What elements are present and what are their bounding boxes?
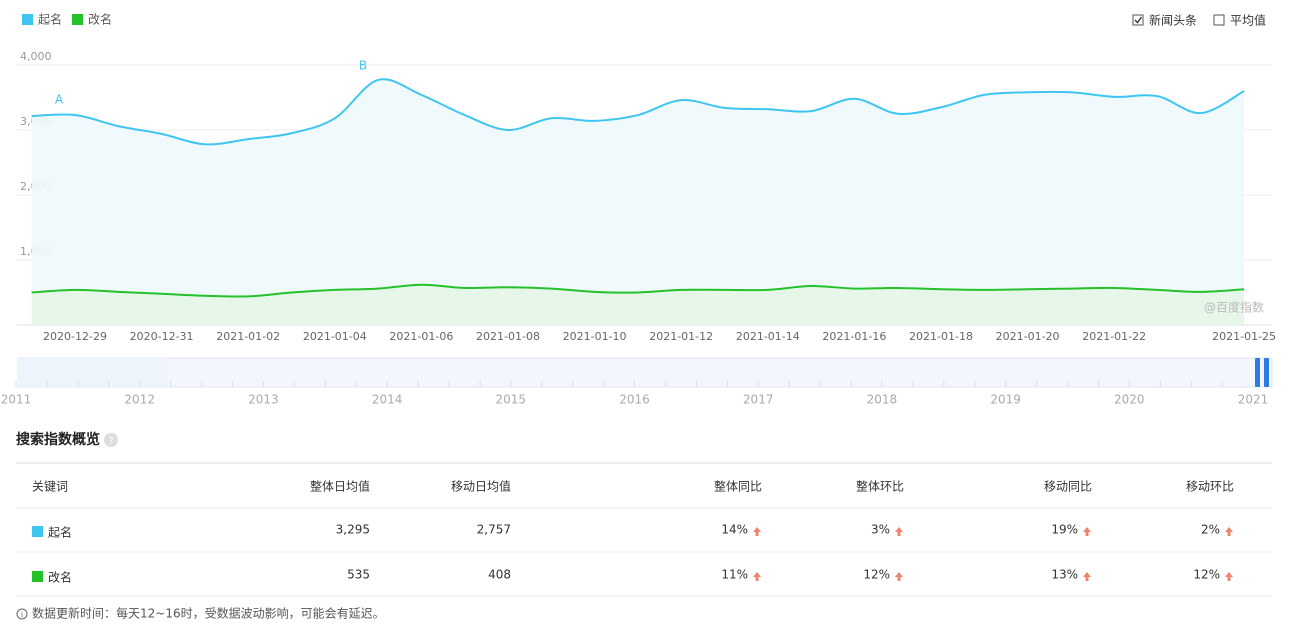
timeline-selected [18, 358, 168, 387]
table-cell: 改名 [48, 570, 72, 585]
table-cell: 11% [721, 568, 748, 582]
legend-label[interactable]: 起名 [38, 12, 62, 27]
info-icon [16, 608, 28, 620]
table-header: 整体环比 [856, 479, 904, 494]
table-cell: 13% [1051, 568, 1078, 582]
table-cell: 12% [863, 568, 890, 582]
checkmark [1134, 16, 1143, 24]
table-cell: 19% [1051, 523, 1078, 537]
series-line [31, 78, 1245, 146]
x-tick-label: 2020-12-31 [130, 330, 194, 343]
x-tick-label: 2021-01-02 [216, 330, 280, 343]
series-line [31, 283, 1245, 298]
table-cell: 3,295 [336, 523, 370, 537]
timeline-year[interactable]: 2020 [1114, 393, 1145, 407]
timeline-handle[interactable] [1264, 358, 1269, 387]
up-arrow [1083, 572, 1091, 581]
section-title: 搜索指数概览 [16, 431, 100, 448]
x-tick-label: 2021-01-25 [1212, 330, 1276, 343]
annotation: A [55, 93, 64, 107]
table-cell: 起名 [48, 525, 72, 540]
timeline-year[interactable]: 2014 [372, 393, 403, 407]
x-tick-label: 2021-01-18 [909, 330, 973, 343]
up-arrow [1225, 572, 1233, 581]
x-tick-label: 2021-01-20 [996, 330, 1060, 343]
x-tick-label: 2021-01-22 [1082, 330, 1146, 343]
table-cell: 3% [871, 523, 890, 537]
option-label[interactable]: 新闻头条 [1149, 13, 1197, 28]
timeline-year[interactable]: 2019 [990, 393, 1021, 407]
watermark: @百度指数 [1204, 300, 1264, 315]
table-cell: 14% [721, 523, 748, 537]
timeline-year[interactable]: 2015 [496, 393, 527, 407]
help-icon-mark: ? [108, 436, 113, 447]
timeline-year[interactable]: 2012 [124, 393, 155, 407]
x-tick-label: 2021-01-14 [736, 330, 800, 343]
table-header: 整体日均值 [310, 479, 370, 494]
table-header: 移动环比 [1186, 480, 1234, 494]
x-tick-label: 2021-01-04 [303, 330, 367, 343]
table-header: 关键词 [32, 480, 68, 494]
timeline-year[interactable]: 2016 [619, 393, 650, 407]
option-label[interactable]: 平均值 [1230, 13, 1266, 28]
series-area [31, 79, 1245, 325]
x-tick-label: 2021-01-16 [822, 330, 886, 343]
up-arrow [753, 527, 761, 536]
table-header: 移动日均值 [451, 479, 511, 494]
table-cell: 535 [347, 568, 370, 582]
x-tick-label: 2021-01-12 [649, 330, 713, 343]
keyword-swatch [32, 571, 43, 582]
y-tick-label: 4,000 [20, 50, 52, 63]
x-tick-label: 2021-01-10 [563, 330, 627, 343]
timeline-track [17, 357, 1273, 388]
table-header: 移动同比 [1044, 480, 1092, 494]
checkbox[interactable] [1132, 14, 1144, 26]
timeline-year[interactable]: 2018 [867, 393, 898, 407]
up-arrow [895, 527, 903, 536]
timeline-year[interactable]: 2017 [743, 393, 774, 407]
up-arrow [753, 572, 761, 581]
footnote: 数据更新时间：每天12~16时，受数据波动影响，可能会有延迟。 [32, 606, 385, 621]
info-icon-mark: i [21, 611, 23, 620]
table-cell: 12% [1193, 568, 1220, 582]
timeline-year[interactable]: 2021 [1238, 393, 1269, 407]
table-cell: 2,757 [477, 523, 511, 537]
table-cell: 408 [488, 568, 511, 582]
keyword-swatch [32, 526, 43, 537]
table-cell: 2% [1201, 523, 1220, 537]
table-header: 整体同比 [714, 479, 762, 494]
timeline-year[interactable]: 2011 [1, 393, 32, 407]
x-tick-label: 2020-12-29 [43, 330, 107, 343]
annotation: B [359, 59, 367, 73]
help-icon[interactable] [104, 433, 118, 447]
checkbox[interactable] [1213, 14, 1225, 26]
timeline-handle[interactable] [1255, 358, 1260, 387]
x-tick-label: 2021-01-06 [389, 330, 453, 343]
timeline-year[interactable]: 2013 [248, 393, 279, 407]
series-area [31, 284, 1245, 325]
up-arrow [895, 572, 903, 581]
x-tick-label: 2021-01-08 [476, 330, 540, 343]
legend-swatch [72, 14, 83, 25]
legend-swatch [22, 14, 33, 25]
up-arrow [1225, 527, 1233, 536]
up-arrow [1083, 527, 1091, 536]
legend-label[interactable]: 改名 [88, 12, 112, 27]
